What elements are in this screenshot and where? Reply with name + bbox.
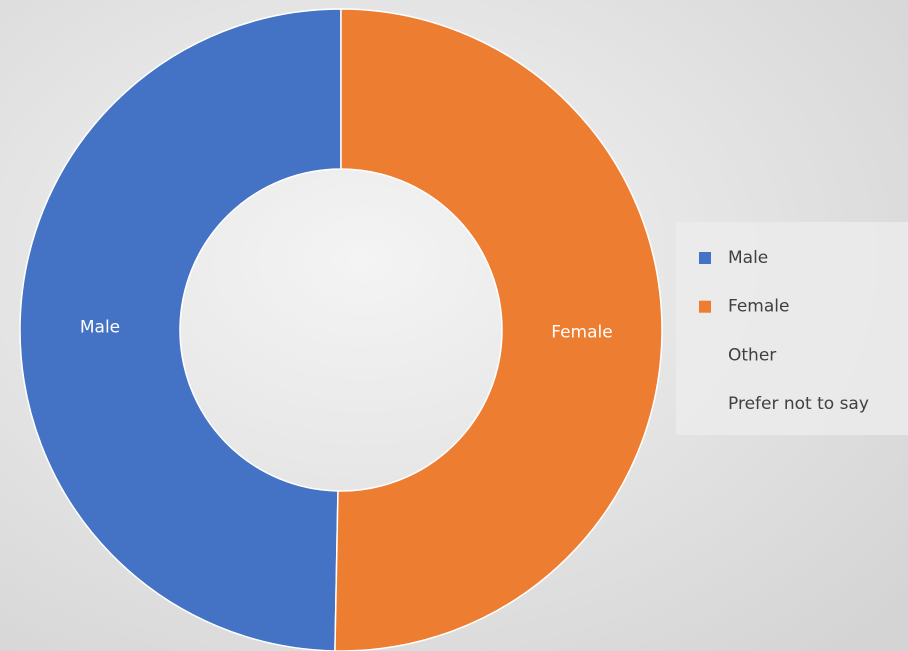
legend-swatch (699, 252, 711, 264)
legend-label: Prefer not to say (728, 394, 869, 414)
legend-swatch (699, 300, 711, 313)
legend-label: Male (728, 248, 768, 268)
data-label: Male (80, 318, 120, 338)
legend-label: Other (728, 345, 776, 365)
slice (19, 8, 342, 651)
slice (334, 8, 663, 651)
data-label: Female (551, 322, 612, 342)
legend-label: Female (728, 297, 789, 317)
legend-box (676, 222, 908, 435)
